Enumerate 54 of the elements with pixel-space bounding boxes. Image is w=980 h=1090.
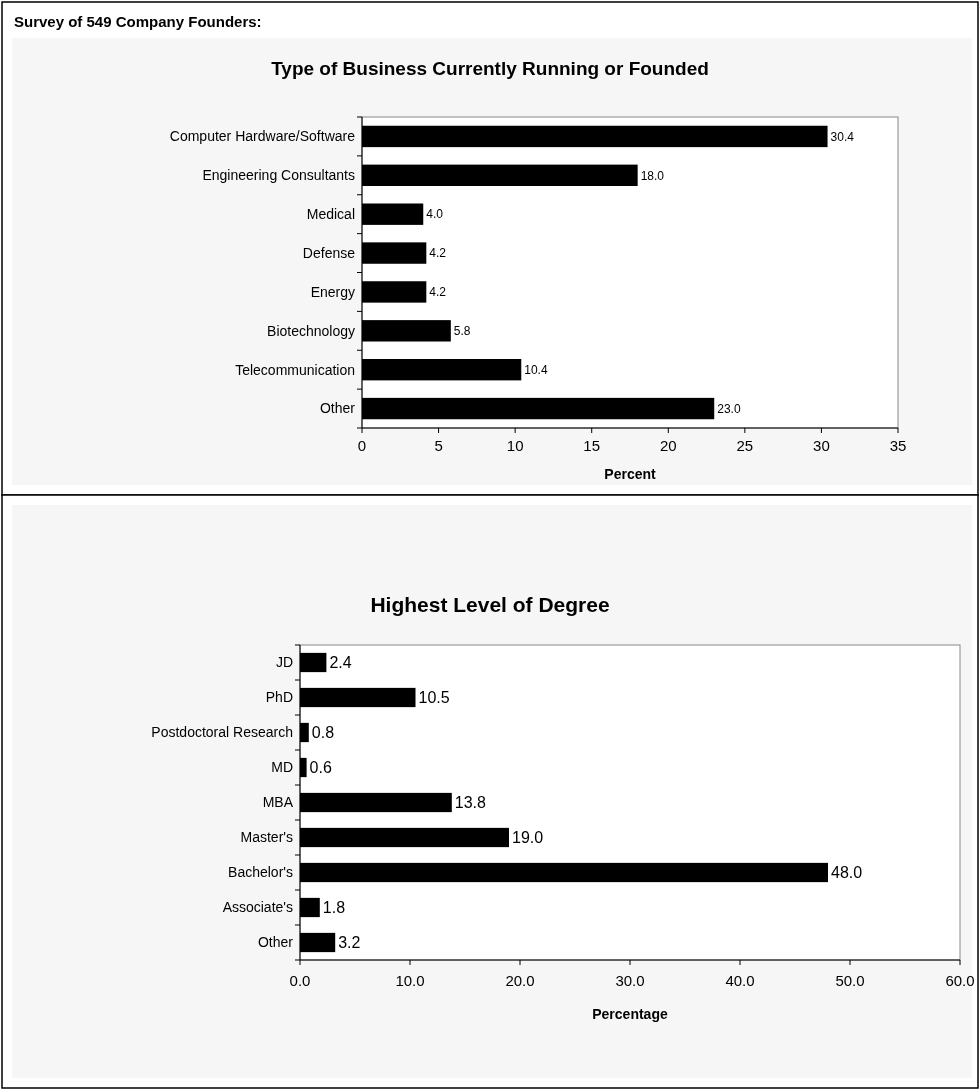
data-label: 3.2: [338, 934, 361, 952]
x-tick-label: 40.0: [725, 972, 755, 990]
y-tick-label: MBA: [262, 794, 294, 811]
data-label: 2.4: [329, 654, 352, 672]
x-tick-label: 35: [889, 437, 907, 455]
x-tick-label: 30: [813, 437, 830, 455]
y-tick-label: Telecommunication: [235, 361, 355, 378]
x-tick-label: 10.0: [395, 972, 425, 990]
data-label: 0.6: [309, 759, 332, 777]
y-tick-label: MD: [271, 759, 293, 776]
y-tick-label: Other: [257, 934, 294, 951]
data-label: 10.5: [418, 689, 450, 707]
x-tick-label: 0.0: [289, 972, 311, 990]
y-tick-label: Defense: [302, 244, 356, 261]
data-label: 1.8: [322, 899, 346, 917]
chart-title: Type of Business Currently Running or Founded: [271, 58, 709, 79]
data-label: 5.8: [453, 324, 471, 339]
x-tick-label: 60.0: [945, 972, 975, 990]
x-tick-label: 20: [659, 437, 677, 455]
y-tick-label: Energy: [310, 283, 355, 300]
data-label: 10.4: [524, 362, 548, 377]
y-tick-label: Other: [319, 400, 356, 417]
y-tick-label: Postdoctoral Research: [151, 724, 293, 741]
data-label: 4.2: [429, 285, 447, 300]
x-tick-label: 20.0: [505, 972, 535, 990]
data-label: 19.0: [512, 829, 544, 847]
y-tick-label: Medical: [306, 206, 355, 223]
x-tick-label: 5: [434, 437, 443, 455]
data-label: 0.8: [311, 724, 335, 742]
y-tick-label: Engineering Consultants: [202, 167, 355, 184]
x-tick-label: 15: [583, 437, 601, 455]
y-tick-label: PhD: [265, 689, 293, 706]
chart-title: Highest Level of Degree: [370, 593, 610, 616]
data-label: 48.0: [831, 864, 863, 882]
x-tick-label: 10: [506, 437, 524, 455]
y-tick-label: Bachelor's: [228, 864, 293, 881]
x-axis-title: Percent: [604, 465, 657, 482]
y-tick-label: Biotechnology: [267, 322, 355, 339]
data-label: 4.2: [429, 246, 447, 261]
x-tick-label: 50.0: [835, 972, 865, 990]
data-label: 13.8: [454, 794, 487, 812]
text: Survey of 549 Company Founders:: [14, 13, 262, 31]
x-tick-label: 30.0: [615, 972, 645, 990]
y-tick-label: Computer Hardware/Software: [169, 128, 356, 145]
data-label: 23.0: [717, 401, 741, 416]
y-tick-label: Master's: [240, 829, 293, 846]
data-label: 4.0: [426, 207, 444, 222]
data-label: 30.4: [830, 129, 855, 144]
x-tick-label: 25: [736, 437, 754, 455]
x-tick-label: 0: [357, 437, 367, 455]
y-tick-label: JD: [275, 654, 293, 671]
y-tick-label: Associate's: [222, 899, 293, 916]
data-label: 18.0: [640, 168, 665, 183]
x-axis-title: Percentage: [592, 1005, 668, 1022]
